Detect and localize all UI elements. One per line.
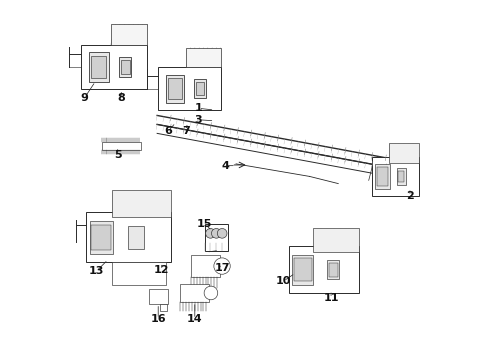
Bar [168, 78, 182, 99]
Bar [90, 221, 113, 254]
Bar [91, 225, 111, 250]
Bar [372, 157, 419, 196]
Bar [293, 255, 314, 285]
Bar [389, 143, 419, 163]
Bar [377, 167, 388, 186]
Text: 13: 13 [89, 266, 104, 276]
Bar [158, 67, 221, 110]
Bar [160, 305, 167, 311]
Text: 6: 6 [165, 126, 172, 135]
Bar [314, 228, 359, 252]
Bar [89, 53, 109, 82]
Bar [81, 45, 147, 89]
Text: 7: 7 [182, 126, 190, 135]
Bar [186, 48, 221, 67]
Circle shape [212, 229, 221, 238]
Bar [195, 79, 206, 98]
Bar [149, 289, 168, 304]
Text: 16: 16 [150, 314, 166, 324]
Bar [120, 57, 131, 77]
Bar [327, 260, 339, 279]
Text: 15: 15 [197, 219, 213, 229]
Circle shape [214, 258, 230, 274]
Text: 3: 3 [195, 115, 202, 125]
Bar [191, 255, 220, 277]
Bar [128, 226, 144, 249]
Text: 5: 5 [114, 150, 122, 160]
Bar [91, 56, 106, 78]
Bar [289, 246, 359, 293]
Bar [196, 82, 204, 95]
Bar [166, 75, 184, 103]
Text: 9: 9 [81, 93, 89, 103]
Bar [101, 142, 141, 150]
Circle shape [204, 286, 218, 300]
Text: 17: 17 [215, 263, 230, 273]
Text: 8: 8 [118, 93, 125, 103]
Text: 4: 4 [221, 161, 229, 171]
Bar [112, 190, 171, 217]
Bar [398, 171, 404, 182]
Circle shape [206, 229, 215, 238]
Circle shape [217, 229, 227, 238]
Text: 10: 10 [276, 276, 291, 286]
Bar [121, 60, 129, 74]
Bar [180, 284, 209, 302]
Text: 1: 1 [195, 103, 202, 113]
Text: 11: 11 [323, 293, 339, 303]
Text: 12: 12 [154, 265, 170, 275]
Bar [294, 258, 312, 281]
Bar [329, 262, 338, 277]
Text: 14: 14 [187, 314, 202, 324]
Bar [205, 224, 228, 251]
Bar [375, 164, 390, 189]
Text: 2: 2 [406, 191, 414, 201]
Bar [111, 24, 147, 45]
Bar [112, 262, 167, 285]
Bar [396, 168, 406, 185]
Bar [86, 212, 171, 262]
